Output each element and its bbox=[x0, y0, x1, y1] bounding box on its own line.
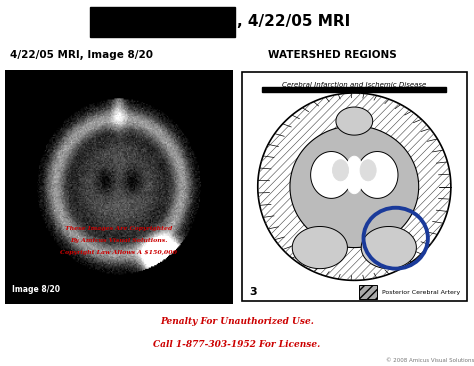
Text: Cerebral Infarction and Ischemic Disease: Cerebral Infarction and Ischemic Disease bbox=[282, 82, 427, 88]
Text: Copyright Law Allows A $150,000: Copyright Law Allows A $150,000 bbox=[60, 250, 177, 255]
Text: Image 8/20: Image 8/20 bbox=[11, 285, 60, 294]
Ellipse shape bbox=[332, 160, 348, 181]
Ellipse shape bbox=[360, 160, 376, 181]
Polygon shape bbox=[258, 93, 451, 280]
Text: By Amicus Visual Solutions.: By Amicus Visual Solutions. bbox=[70, 238, 167, 243]
Text: 4/22/05 MRI, Image 8/20: 4/22/05 MRI, Image 8/20 bbox=[10, 50, 153, 60]
Polygon shape bbox=[356, 152, 398, 198]
Text: Call 1-877-303-1952 For License.: Call 1-877-303-1952 For License. bbox=[154, 340, 320, 350]
Bar bbox=[90, 7, 235, 37]
Polygon shape bbox=[290, 126, 419, 247]
Text: 3: 3 bbox=[249, 287, 257, 297]
Ellipse shape bbox=[345, 156, 364, 194]
Polygon shape bbox=[310, 152, 352, 198]
Text: Posterior Cerebral Artery: Posterior Cerebral Artery bbox=[382, 290, 460, 295]
Text: WATERSHED REGIONS: WATERSHED REGIONS bbox=[268, 50, 397, 60]
Text: These Images Are Copyrighted: These Images Are Copyrighted bbox=[65, 226, 172, 231]
Polygon shape bbox=[292, 227, 347, 269]
Bar bbox=[359, 285, 377, 299]
Bar bbox=[262, 87, 446, 92]
Text: , 4/22/05 MRI: , 4/22/05 MRI bbox=[237, 15, 350, 29]
Polygon shape bbox=[336, 107, 373, 135]
Polygon shape bbox=[361, 227, 416, 269]
Text: Penalty For Unauthorized Use.: Penalty For Unauthorized Use. bbox=[160, 317, 314, 326]
Text: © 2008 Amicus Visual Solutions: © 2008 Amicus Visual Solutions bbox=[386, 358, 474, 363]
